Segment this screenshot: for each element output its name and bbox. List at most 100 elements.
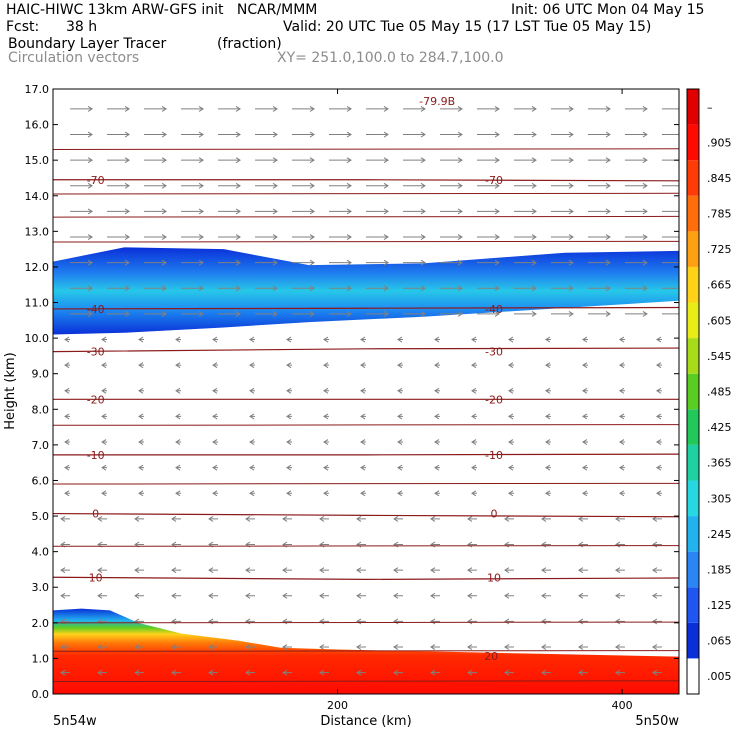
vector-arrow [513, 310, 537, 317]
vector-arrow [513, 234, 537, 240]
vector-arrow [439, 131, 463, 138]
vector-arrow [578, 515, 588, 522]
vector-arrow [218, 157, 241, 164]
x-tick-label: 400 [612, 699, 633, 712]
vector-arrow [618, 490, 625, 497]
vector-arrow [292, 234, 315, 240]
vector-arrow [545, 387, 551, 394]
vector-arrow [504, 592, 514, 599]
vector-arrow [402, 157, 426, 164]
vector-arrow [624, 131, 648, 138]
vector-arrow [208, 567, 219, 574]
contour-label: 10 [487, 571, 501, 584]
vector-arrow [614, 567, 625, 574]
vector-arrow [651, 618, 662, 625]
vector-arrow [245, 618, 256, 625]
vector-arrow [282, 515, 293, 522]
vector-arrow [541, 515, 551, 522]
vector-arrow [618, 387, 625, 394]
vector-arrow [175, 336, 182, 343]
vector-arrow [64, 490, 71, 497]
vector-arrow [249, 413, 256, 420]
vector-arrow [292, 259, 315, 266]
vector-arrow [255, 310, 278, 317]
vector-arrow [218, 259, 241, 266]
vector-arrow [70, 182, 94, 189]
contour-label: -30 [485, 346, 503, 359]
contour-line [53, 192, 679, 195]
colorbar-swatch [687, 160, 699, 196]
vector-arrow [64, 413, 71, 420]
vector-arrow [107, 310, 131, 317]
vector-arrow [471, 490, 477, 497]
vector-arrow [661, 210, 679, 212]
vector-arrow [393, 567, 403, 574]
vector-arrow [286, 439, 293, 445]
vector-arrow [550, 131, 574, 138]
vector-arrow [329, 234, 352, 240]
vector-arrow [329, 106, 352, 112]
vector-arrow [397, 387, 403, 394]
vector-arrow [329, 182, 352, 189]
vector-arrow [134, 669, 145, 676]
colorbar-swatch [687, 373, 699, 410]
vector-arrow [545, 464, 551, 471]
vector-arrow [661, 262, 679, 264]
colorbar-label: .185 [707, 563, 732, 576]
vector-arrow [624, 182, 648, 189]
vector-arrow [513, 131, 537, 138]
contour-label: -70 [87, 174, 105, 187]
vector-arrow [550, 234, 574, 240]
vector-arrow [393, 592, 403, 599]
contour-label: -40 [87, 303, 105, 316]
contour-label: 0 [491, 508, 498, 521]
vector-arrow [614, 592, 625, 599]
vector-arrow [587, 131, 611, 138]
vector-arrow [64, 387, 71, 394]
vector-arrow [208, 618, 219, 625]
colorbar-swatch [687, 444, 699, 481]
vector-arrow [541, 618, 551, 625]
vector-arrow [476, 106, 500, 112]
vector-arrow [208, 644, 219, 650]
vector-arrow [101, 490, 108, 497]
contour-line [53, 512, 679, 518]
colorbar-label: .065 [707, 635, 732, 648]
vector-arrow [282, 618, 293, 625]
vector-arrow [513, 157, 537, 164]
vector-arrow [508, 439, 514, 445]
vector-arrow [171, 644, 182, 650]
vector-arrow [107, 208, 131, 215]
vector-arrow [655, 464, 662, 471]
vector-arrow [245, 567, 256, 574]
vector-arrow [439, 285, 463, 292]
vector-arrow [144, 106, 167, 112]
colorbar-label: .725 [707, 243, 732, 256]
vector-arrow [208, 515, 219, 522]
vector-arrow [175, 387, 182, 394]
vector-arrow [402, 285, 426, 292]
vector-arrow [292, 182, 315, 189]
contour-line [53, 482, 679, 485]
colorbar-swatch [687, 409, 699, 445]
vector-arrow [323, 464, 330, 471]
vector-arrow [329, 285, 352, 292]
vector-arrow [550, 157, 574, 164]
vector-arrow [439, 259, 463, 266]
vector-arrow [587, 285, 611, 292]
vector-arrow [181, 234, 204, 240]
vector-arrow [541, 669, 551, 676]
vector-arrow [212, 464, 219, 471]
vector-arrow [504, 567, 514, 574]
vector-arrow [212, 490, 219, 497]
vector-arrow [587, 259, 611, 266]
y-axis-label: Height (km) [3, 352, 18, 429]
vector-arrow [467, 618, 477, 625]
vector-arrow [292, 106, 315, 112]
vector-arrow [138, 490, 145, 497]
vector-arrow [356, 669, 366, 676]
vector-arrow [181, 310, 204, 317]
vector-arrow [651, 592, 662, 599]
vector-arrow [329, 131, 352, 138]
vector-arrow [292, 208, 315, 215]
